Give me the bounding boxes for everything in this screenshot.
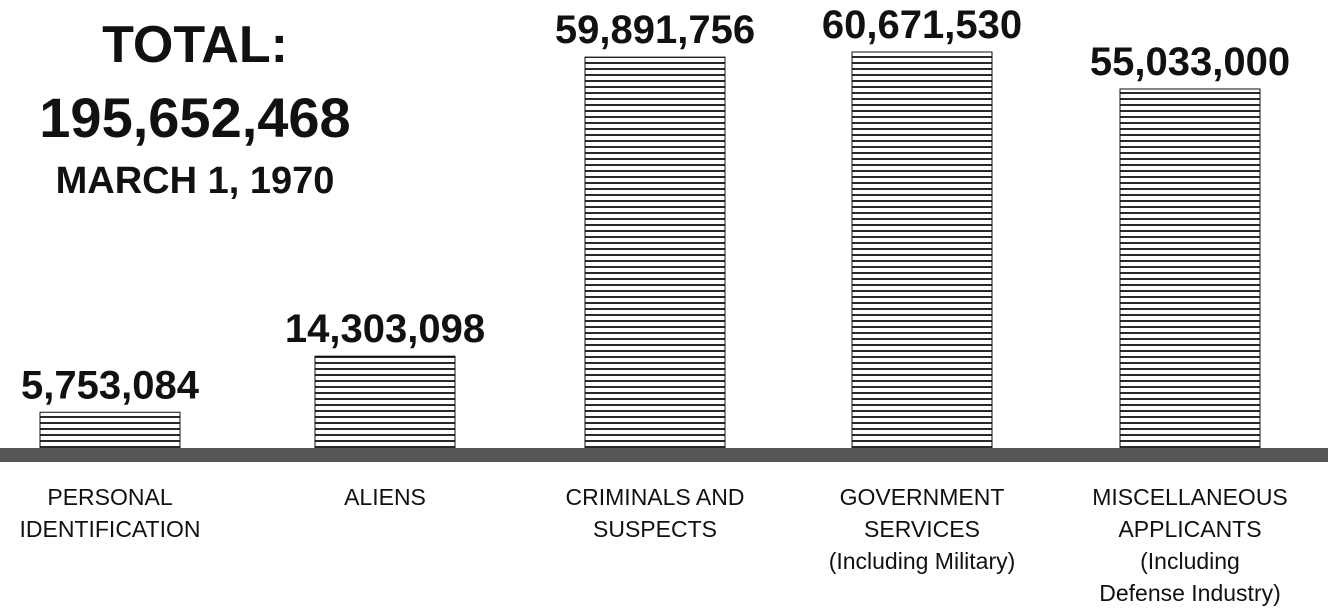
bar (1119, 88, 1261, 451)
category-label: CRIMINALS AND (566, 484, 745, 510)
value-label: 55,033,000 (1090, 40, 1290, 84)
category-label: GOVERNMENT (840, 484, 1005, 510)
bar (851, 51, 993, 451)
category-label: IDENTIFICATION (19, 516, 200, 542)
category-label: MISCELLANEOUS (1092, 484, 1288, 510)
value-label: 14,303,098 (285, 307, 485, 351)
value-label: 60,671,530 (822, 3, 1022, 47)
bar (314, 355, 456, 451)
category-label: (Including Military) (829, 548, 1016, 574)
ground (0, 448, 1328, 462)
value-label: 59,891,756 (555, 8, 755, 52)
category-label: PERSONAL (47, 484, 172, 510)
chart-title: TOTAL: (102, 16, 288, 74)
total: 195,652,468 (39, 86, 350, 149)
bar (39, 411, 181, 451)
category-label: SUSPECTS (593, 516, 717, 542)
category-label: APPLICANTS (1118, 516, 1261, 542)
bar (584, 56, 726, 451)
category-label: ALIENS (344, 484, 426, 510)
value-label: 5,753,084 (21, 363, 200, 407)
date: MARCH 1, 1970 (56, 160, 335, 202)
category-label: (Including (1140, 548, 1240, 574)
category-label: Defense Industry) (1099, 580, 1281, 606)
category-label: SERVICES (864, 516, 980, 542)
